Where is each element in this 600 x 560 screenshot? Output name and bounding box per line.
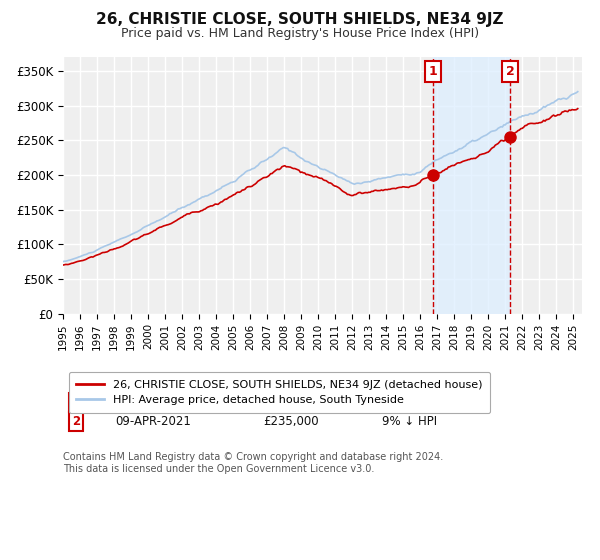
Text: £206,950: £206,950 (263, 395, 319, 409)
Text: 9% ↓ HPI: 9% ↓ HPI (382, 415, 437, 428)
Text: 09-APR-2021: 09-APR-2021 (115, 415, 191, 428)
Text: 2: 2 (72, 415, 80, 428)
Text: 26, CHRISTIE CLOSE, SOUTH SHIELDS, NE34 9JZ: 26, CHRISTIE CLOSE, SOUTH SHIELDS, NE34 … (96, 12, 504, 27)
Bar (433, 57, 510, 314)
Text: 30-SEP-2016: 30-SEP-2016 (115, 395, 190, 409)
Text: Price paid vs. HM Land Registry's House Price Index (HPI): Price paid vs. HM Land Registry's House … (121, 27, 479, 40)
Text: £235,000: £235,000 (263, 415, 319, 428)
Text: 1: 1 (72, 395, 80, 409)
Text: Contains HM Land Registry data © Crown copyright and database right 2024.
This d: Contains HM Land Registry data © Crown c… (63, 452, 443, 474)
Legend: 26, CHRISTIE CLOSE, SOUTH SHIELDS, NE34 9JZ (detached house), HPI: Average price: 26, CHRISTIE CLOSE, SOUTH SHIELDS, NE34 … (68, 372, 490, 413)
Text: 9% ↓ HPI: 9% ↓ HPI (382, 395, 437, 409)
Text: 1: 1 (429, 65, 437, 78)
Text: 2: 2 (506, 65, 514, 78)
